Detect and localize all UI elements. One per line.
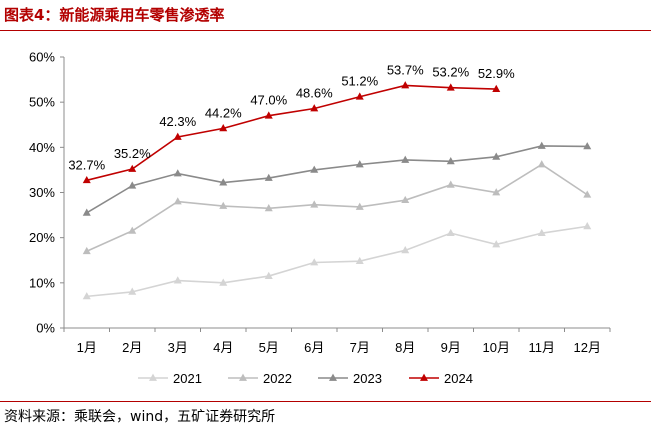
- series-line-2023: [86, 145, 588, 214]
- series-2022-point: [401, 195, 410, 204]
- x-tick-label: 1月: [77, 340, 97, 355]
- series-2021-point: [264, 271, 273, 279]
- source-note: 资料来源：乘联会，wind，五矿证券研究所: [4, 409, 276, 425]
- data-label: 53.2%: [432, 65, 469, 80]
- series-2024-point: [310, 104, 319, 112]
- series-2021-point: [173, 276, 182, 284]
- data-label: 53.7%: [387, 62, 424, 77]
- series-2023-point: [128, 181, 137, 189]
- legend-label-2022: 2022: [263, 371, 292, 386]
- x-tick-label: 3月: [168, 340, 188, 355]
- series-line-2022: [86, 163, 588, 252]
- y-tick-label: 0%: [36, 321, 55, 336]
- data-label: 32.7%: [68, 157, 105, 172]
- series-2022-point: [264, 203, 273, 212]
- series-2024-point: [401, 81, 410, 89]
- series-2022-point: [219, 201, 228, 209]
- series-2023-point: [537, 141, 546, 149]
- y-tick-label: 10%: [29, 275, 55, 290]
- y-tick-label: 60%: [29, 50, 55, 65]
- series-2022-point: [446, 180, 455, 188]
- data-label: 51.2%: [341, 74, 378, 89]
- series-2024-point: [264, 111, 273, 119]
- data-label: 35.2%: [114, 146, 151, 161]
- legend-label-2023: 2023: [353, 371, 382, 386]
- y-tick-label: 20%: [29, 230, 55, 245]
- x-tick-label: 8月: [395, 340, 415, 355]
- legend-label-2024: 2024: [444, 371, 473, 386]
- series-2021-point: [492, 240, 501, 248]
- series-2023-point: [583, 142, 592, 150]
- series-2022-point: [128, 226, 137, 234]
- series-2023-point: [219, 178, 228, 186]
- x-tick-label: 11月: [529, 340, 556, 355]
- x-tick-label: 6月: [304, 340, 324, 355]
- x-tick-label: 7月: [350, 340, 370, 355]
- series-2023-point: [492, 152, 501, 160]
- series-2022-point: [583, 190, 592, 198]
- legend-marker-2021: [149, 373, 157, 381]
- series-2022-point: [82, 246, 91, 255]
- y-tick-label: 40%: [29, 140, 55, 155]
- series-2023-point: [446, 157, 455, 165]
- series-2021-point: [128, 287, 137, 295]
- series-2024-point: [128, 164, 137, 172]
- data-label: 52.9%: [478, 66, 515, 81]
- series-2023-point: [82, 208, 91, 216]
- title-rule: [0, 30, 651, 31]
- data-label: 42.3%: [159, 114, 196, 129]
- series-2022-point: [355, 202, 364, 210]
- series-2024-point: [82, 175, 91, 184]
- x-tick-label: 9月: [441, 340, 461, 355]
- series-2024-point: [355, 92, 364, 100]
- legend-marker-2024: [420, 373, 428, 381]
- x-tick-label: 12月: [574, 340, 601, 355]
- data-label: 44.2%: [205, 105, 242, 120]
- series-2021-point: [355, 256, 364, 265]
- x-tick-label: 5月: [259, 340, 279, 355]
- series-2023-point: [264, 173, 273, 181]
- series-2021-point: [537, 228, 546, 237]
- series-2021-point: [583, 222, 592, 230]
- series-2022-point: [173, 197, 182, 205]
- series-2024-point: [492, 84, 501, 92]
- x-tick-label: 4月: [213, 340, 233, 355]
- data-label: 47.0%: [250, 93, 287, 108]
- series-2023-point: [401, 155, 410, 163]
- series-line-2021: [86, 225, 588, 298]
- series-2023-point: [355, 160, 364, 168]
- series-2021-point: [401, 245, 410, 254]
- series-2021-point: [219, 278, 228, 286]
- series-2021-point: [310, 258, 319, 266]
- series-2021-point: [446, 228, 455, 237]
- series-2021-point: [82, 292, 91, 300]
- series-2023-point: [310, 165, 319, 173]
- x-tick-label: 2月: [122, 340, 142, 355]
- figure-title: 图表4：新能源乘用车零售渗透率: [4, 6, 225, 24]
- legend-label-2021: 2021: [173, 371, 202, 386]
- series-2024-point: [173, 132, 182, 140]
- series-2022-point: [492, 188, 501, 196]
- series-2022-point: [537, 160, 546, 168]
- y-tick-label: 30%: [29, 185, 55, 200]
- y-tick-label: 50%: [29, 95, 55, 110]
- series-2023-point: [173, 169, 182, 177]
- legend-marker-2022: [239, 373, 247, 381]
- data-label: 48.6%: [296, 85, 333, 100]
- series-2024-point: [219, 124, 228, 132]
- series-2024-point: [446, 83, 455, 91]
- source-rule: [0, 401, 651, 402]
- series-line-2024: [86, 84, 497, 182]
- legend-marker-2023: [329, 373, 337, 381]
- x-tick-label: 10月: [483, 340, 510, 355]
- series-2022-point: [310, 200, 319, 208]
